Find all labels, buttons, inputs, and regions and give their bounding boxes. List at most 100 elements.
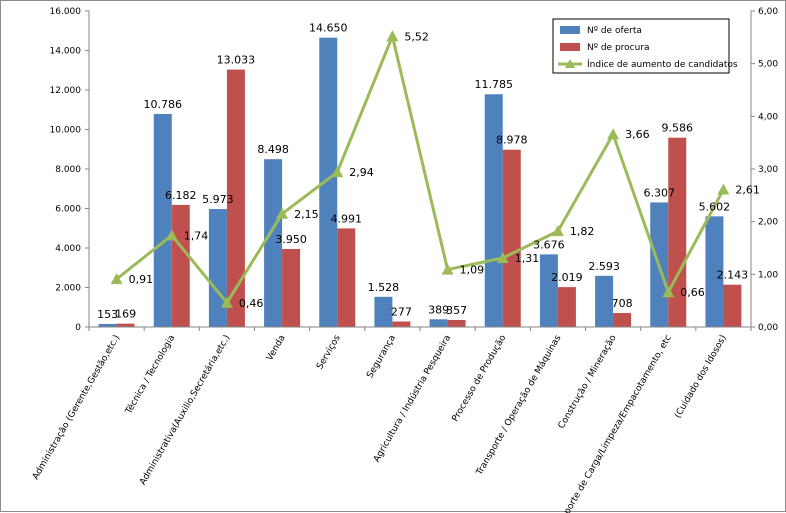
bar-value-label: 4.991 [331,212,363,225]
bar-value-label: 1.528 [368,281,400,294]
legend: Nº de oferta Nº de procura Índice de aumen… [552,18,738,74]
index-value-label: 2,61 [735,184,760,197]
bar-value-label: 357 [446,304,467,317]
left-tick-label: 2.000 [55,284,81,294]
bar [226,69,245,327]
legend-label: Nº de oferta [587,26,642,36]
bar-value-label: 389 [428,303,449,316]
bar [374,296,393,327]
bar-value-label: 3.950 [275,233,307,246]
index-value-label: 0,46 [239,297,264,310]
legend-marker [565,59,575,68]
line-layer [110,30,730,308]
bar [208,209,227,327]
bar [539,254,558,327]
bar-value-label: 14.650 [309,22,348,35]
category-label: Processo de Produção [451,333,509,424]
index-marker [496,252,509,264]
category-label: Construção / Mineração [557,333,619,431]
index-marker [220,296,233,308]
bar [723,284,742,327]
index-value-label: 1,09 [460,264,485,277]
index-marker [165,229,178,241]
bar-value-label: 8.498 [257,143,289,156]
index-value-label: 1,74 [184,229,209,242]
bar-value-label: 2.143 [717,269,749,282]
bar-value-label: 5.602 [699,200,731,213]
bar-value-label: 153 [97,308,118,321]
right-tick-label: 5,00 [758,60,778,70]
index-value-label: 3,66 [625,128,650,141]
left-tick-label: 6.000 [55,205,81,215]
left-tick-label: 14.000 [50,47,82,57]
bar [705,216,724,327]
bar-layer [98,37,742,327]
left-tick-label: 8.000 [55,165,81,175]
legend-swatch [560,26,580,34]
index-value-label: 1,31 [515,252,540,265]
right-tick-label: 0,00 [758,323,778,333]
legend-label: Nº de procura [587,43,650,53]
left-tick-label: 10.000 [50,126,82,136]
legend-box [552,18,730,74]
bar [668,137,687,327]
index-marker [607,128,620,140]
bar [116,323,135,327]
bar [264,159,283,327]
right-tick-label: 3,00 [758,165,778,175]
left-tick-label: 4.000 [55,244,81,254]
index-marker [386,30,399,42]
index-line [115,34,725,305]
category-label: Segurança [365,334,398,381]
bar [282,248,301,327]
bar [153,113,172,327]
bar-value-label: 2.593 [588,260,620,273]
bar [392,321,411,327]
right-tick-label: 4,00 [758,112,778,122]
legend-swatch [560,43,580,51]
index-marker [331,166,344,178]
category-label: Técnica / Tecnologia [123,333,178,417]
bar-value-label: 169 [115,308,136,321]
bar [429,319,448,327]
bar [171,204,190,327]
bar-value-label: 11.785 [475,78,514,91]
bar-value-label: 9.586 [662,122,694,135]
right-tick-label: 2,00 [758,218,778,228]
left-tick-label: 16.000 [50,7,82,17]
bar [447,319,466,327]
index-value-label: 2,15 [294,208,319,221]
bar-value-label: 5.973 [202,193,234,206]
legend-label: Índice de aumento de candidatos [587,58,738,70]
bar-value-label: 277 [391,306,412,319]
bar-value-label: 6.182 [165,189,197,202]
index-value-label: 0,66 [680,286,705,299]
bar-value-label: 3.676 [533,238,565,251]
bar [98,323,117,327]
index-value-label: 5,52 [404,30,429,43]
category-label: (Cuidado dos Idosos) [673,334,729,421]
bar [337,228,356,327]
index-value-label: 1,82 [570,225,595,238]
category-label: Serviços [315,333,343,371]
index-value-label: 0,91 [129,273,154,286]
index-marker [110,273,123,285]
index-value-label: 2,94 [349,166,374,179]
bar-value-label: 13.033 [217,54,256,67]
index-marker [662,286,675,298]
bar-value-label: 6.307 [644,186,676,199]
bar [319,37,338,327]
index-marker [276,207,289,219]
left-tick-label: 0 [75,323,81,333]
bar [502,149,521,327]
bar [484,94,503,327]
bar-value-label: 10.786 [144,98,183,111]
index-marker [717,183,730,195]
left-tick-label: 12.000 [50,86,82,96]
bar-value-label: 8.978 [496,134,528,147]
category-label: Venda [265,334,288,363]
bar [613,313,632,327]
category-label: Administração (Gerente,Gestão,etc.) [31,334,122,482]
